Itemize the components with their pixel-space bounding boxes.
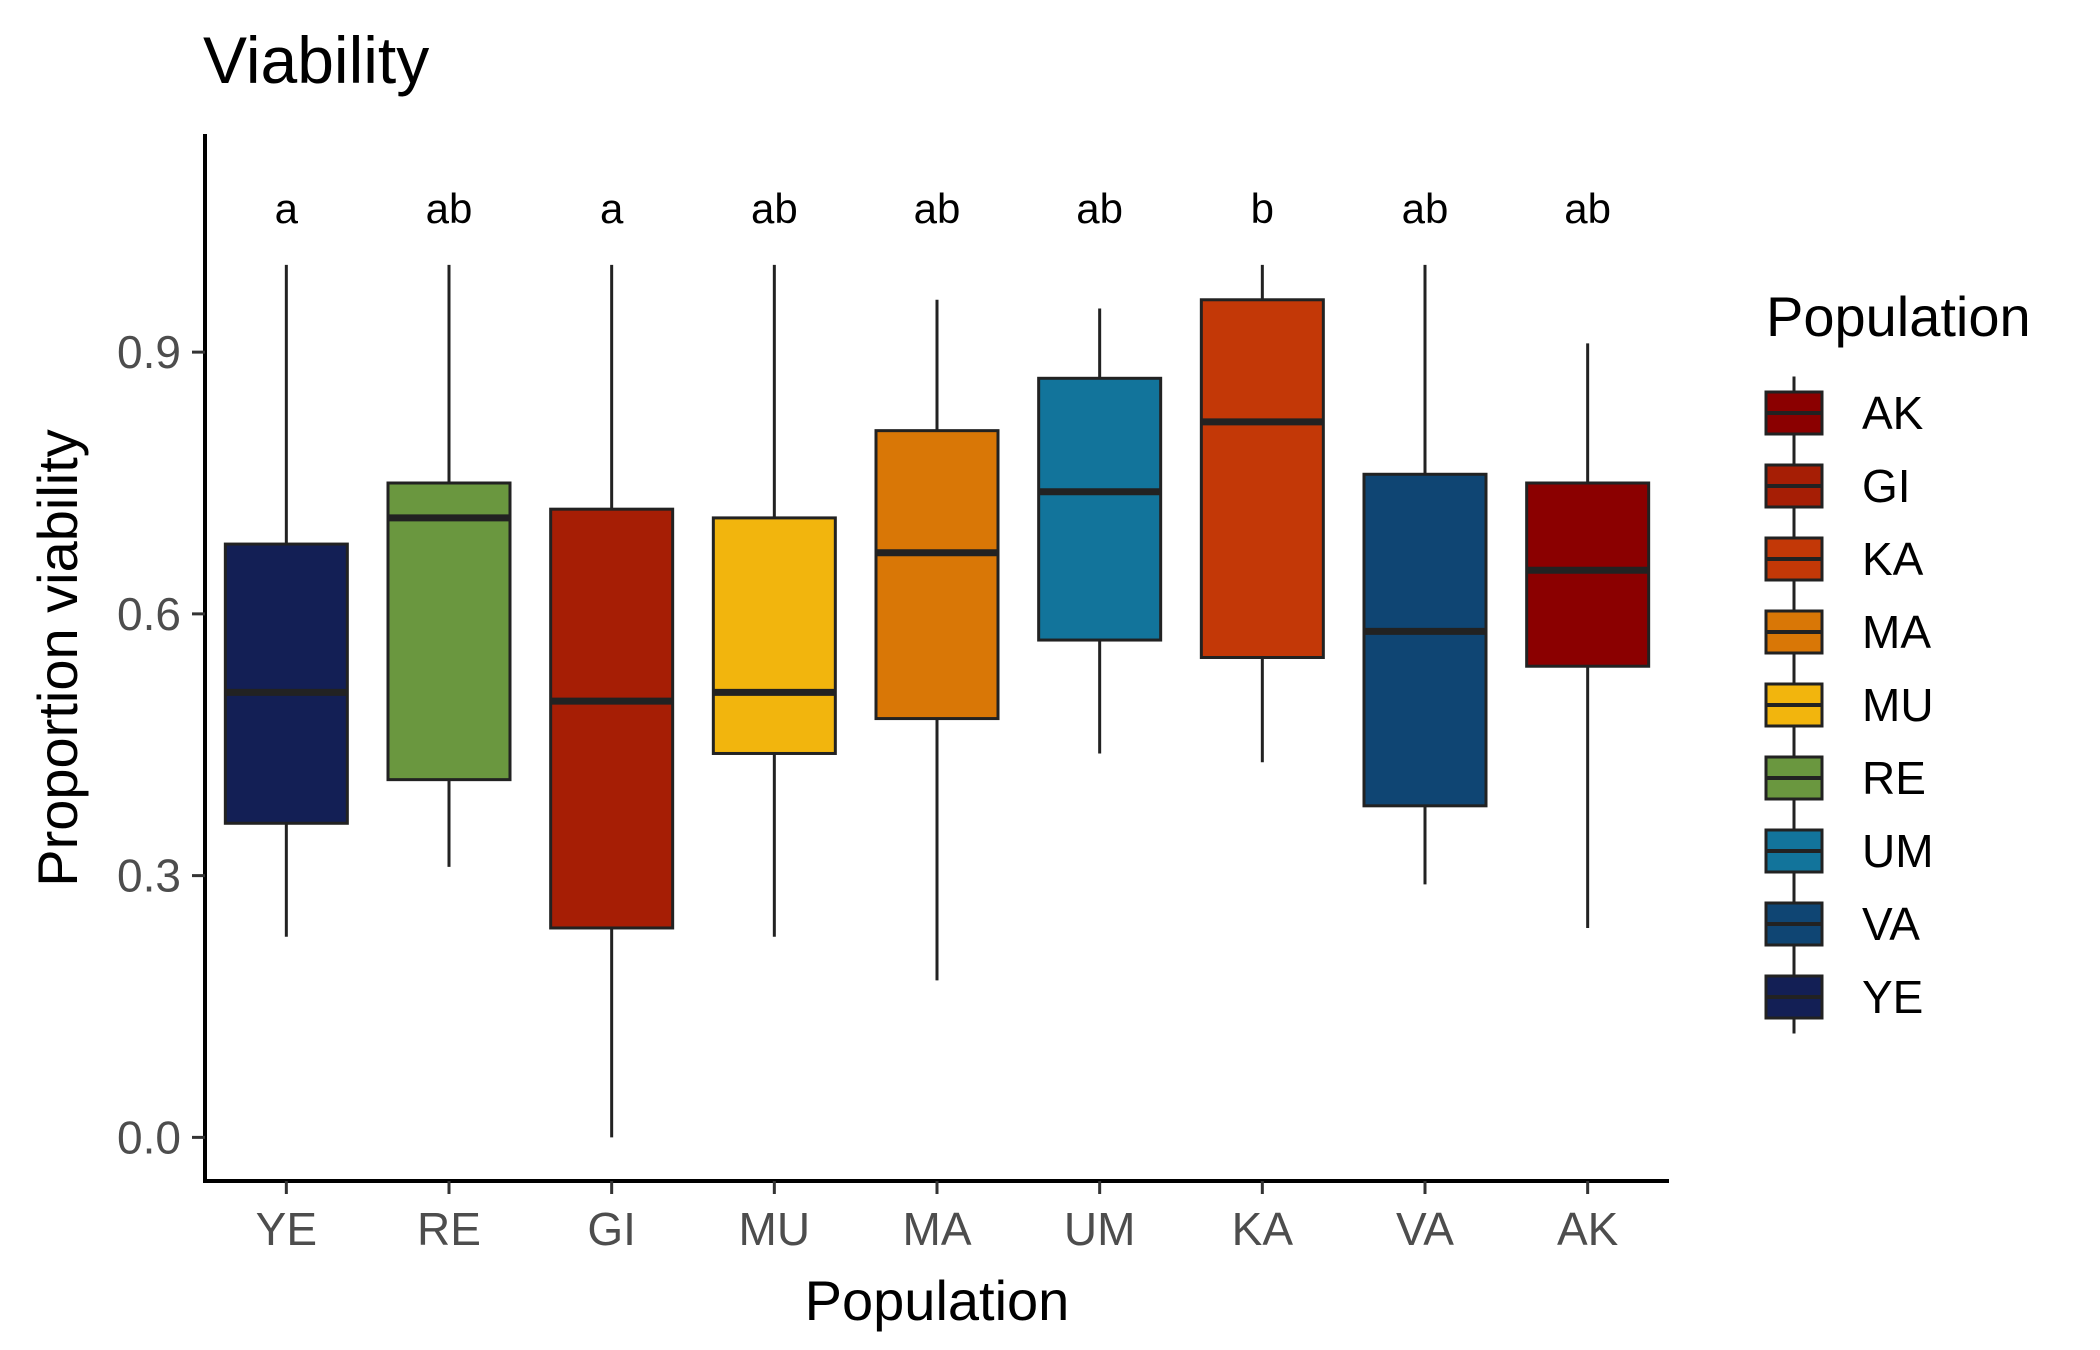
box-iqr: [711, 516, 837, 755]
legend: Population AK GI KA MA MU RE UM VA YE: [1764, 285, 2031, 1034]
legend-item-mu: MU: [1764, 668, 1934, 742]
legend-item-gi: GI: [1764, 449, 1911, 523]
significance-letter: ab: [1564, 185, 1611, 232]
box-iqr: [1525, 481, 1651, 668]
x-tick-label: KA: [1232, 1203, 1294, 1255]
box-re: ab: [386, 185, 512, 867]
box-mu: ab: [711, 185, 837, 937]
legend-title: Population: [1766, 285, 2031, 348]
box-gi: a: [549, 185, 675, 1138]
x-tick-label: GI: [587, 1203, 636, 1255]
box-iqr: [549, 507, 675, 930]
y-axis-title: Proportion viability: [26, 429, 89, 887]
legend-label: AK: [1862, 387, 1924, 439]
legend-label: VA: [1862, 898, 1920, 950]
x-tick-label: UM: [1064, 1203, 1136, 1255]
box-ma: ab: [874, 185, 1000, 981]
x-tick-label: VA: [1396, 1203, 1454, 1255]
significance-letter: a: [275, 185, 299, 232]
legend-label: UM: [1862, 825, 1934, 877]
legend-item-ak: AK: [1764, 376, 1924, 450]
box-iqr: [1037, 376, 1163, 642]
y-tick-label: 0.6: [117, 588, 181, 640]
legend-label: MU: [1862, 679, 1934, 731]
significance-letter: ab: [1076, 185, 1123, 232]
legend-label: YE: [1862, 971, 1923, 1023]
significance-letter: ab: [751, 185, 798, 232]
box-iqr: [874, 429, 1000, 721]
box-va: ab: [1362, 185, 1488, 885]
x-tick-label: YE: [256, 1203, 317, 1255]
x-axis-title: Population: [805, 1269, 1070, 1332]
legend-item-va: VA: [1764, 887, 1920, 961]
box-iqr: [1199, 298, 1325, 659]
y-tick-label: 0.0: [117, 1111, 181, 1163]
legend-label: RE: [1862, 752, 1926, 804]
legend-items: AK GI KA MA MU RE UM VA YE: [1764, 376, 1934, 1034]
plot-area: a ab a ab ab ab b ab ab: [223, 185, 1651, 1138]
legend-label: MA: [1862, 606, 1931, 658]
box-ak: ab: [1525, 185, 1651, 928]
x-tick-label: AK: [1557, 1203, 1619, 1255]
legend-item-ye: YE: [1764, 960, 1923, 1034]
box-iqr: [386, 481, 512, 782]
x-tick-label: MA: [903, 1203, 972, 1255]
box-ka: b: [1199, 185, 1325, 763]
box-ye: a: [223, 185, 349, 937]
y-tick-label: 0.3: [117, 850, 181, 902]
significance-letter: ab: [1402, 185, 1449, 232]
legend-item-um: UM: [1764, 814, 1934, 888]
legend-label: KA: [1862, 533, 1924, 585]
significance-letter: b: [1251, 185, 1274, 232]
box-um: ab: [1037, 185, 1163, 754]
legend-item-ka: KA: [1764, 522, 1924, 596]
significance-letter: ab: [914, 185, 961, 232]
box-iqr: [1362, 472, 1488, 808]
y-tick-label: 0.9: [117, 326, 181, 378]
x-tick-label: RE: [417, 1203, 481, 1255]
y-axis-ticks: 0.0 0.3 0.6 0.9: [117, 326, 205, 1163]
significance-letter: a: [600, 185, 624, 232]
legend-item-re: RE: [1764, 741, 1926, 815]
box-iqr: [223, 542, 349, 825]
chart-title: Viability: [203, 23, 429, 97]
legend-item-ma: MA: [1764, 595, 1931, 669]
x-tick-label: MU: [739, 1203, 811, 1255]
x-axis-ticks: YE RE GI MU MA UM KA VA AK: [256, 1181, 1619, 1255]
legend-label: GI: [1862, 460, 1911, 512]
significance-letter: ab: [426, 185, 473, 232]
